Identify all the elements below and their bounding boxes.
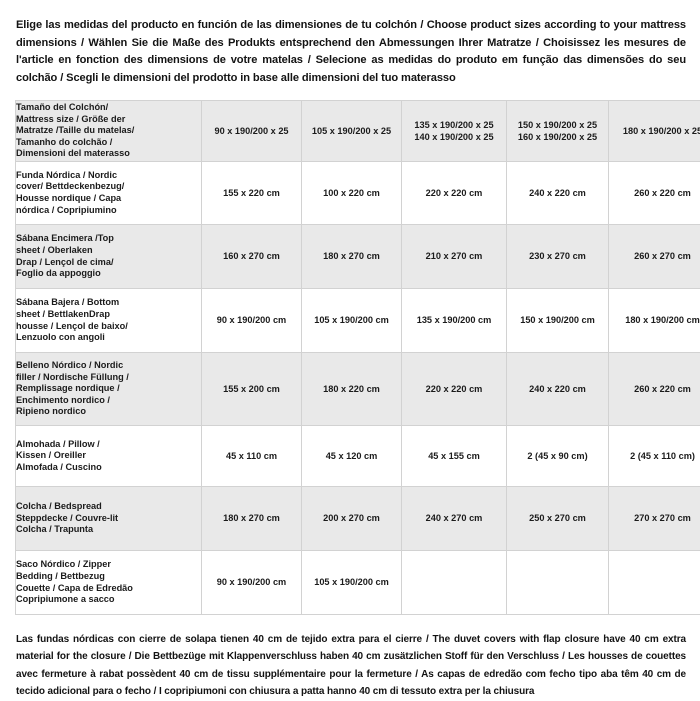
cell-bedspread-5: 270 x 270 cm (609, 487, 700, 551)
header-col-1: 90 x 190/200 x 25 (202, 101, 302, 162)
cell-pillow-2: 45 x 120 cm (302, 426, 402, 487)
cell-nordic-filler-4: 240 x 220 cm (507, 353, 609, 426)
table-row: Saco Nórdico / Zipper Bedding / Bettbezu… (16, 551, 700, 615)
header-label-cell: Tamaño del Colchón/ Mattress size / Größ… (16, 101, 202, 162)
cell-nordic-filler-3: 220 x 220 cm (402, 353, 507, 426)
cell-pillow-4: 2 (45 x 90 cm) (507, 426, 609, 487)
cell-top-sheet-5: 260 x 270 cm (609, 225, 700, 289)
cell-top-sheet-2: 180 x 270 cm (302, 225, 402, 289)
table-row: Almohada / Pillow / Kissen / Oreiller Al… (16, 426, 700, 487)
cell-top-sheet-1: 160 x 270 cm (202, 225, 302, 289)
table-row: Sábana Encimera /Top sheet / Oberlaken D… (16, 225, 700, 289)
row-label-zipper-bedding: Saco Nórdico / Zipper Bedding / Bettbezu… (16, 551, 202, 615)
row-label-nordic-filler: Belleno Nórdico / Nordic filler / Nordis… (16, 353, 202, 426)
cell-nordic-cover-4: 240 x 220 cm (507, 162, 609, 225)
cell-bedspread-2: 200 x 270 cm (302, 487, 402, 551)
row-label-bottom-sheet: Sábana Bajera / Bottom sheet / Bettlaken… (16, 289, 202, 353)
cell-nordic-cover-1: 155 x 220 cm (202, 162, 302, 225)
cell-zipper-bedding-2: 105 x 190/200 cm (302, 551, 402, 615)
cell-nordic-filler-1: 155 x 200 cm (202, 353, 302, 426)
cell-nordic-cover-2: 100 x 220 cm (302, 162, 402, 225)
cell-bedspread-3: 240 x 270 cm (402, 487, 507, 551)
cell-nordic-cover-5: 260 x 220 cm (609, 162, 700, 225)
header-col-5: 180 x 190/200 x 25 (609, 101, 700, 162)
header-col-3: 135 x 190/200 x 25 140 x 190/200 x 25 (402, 101, 507, 162)
cell-nordic-filler-5: 260 x 220 cm (609, 353, 700, 426)
cell-top-sheet-4: 230 x 270 cm (507, 225, 609, 289)
row-label-nordic-cover: Funda Nórdica / Nordic cover/ Bettdecken… (16, 162, 202, 225)
cell-bottom-sheet-2: 105 x 190/200 cm (302, 289, 402, 353)
cell-bottom-sheet-1: 90 x 190/200 cm (202, 289, 302, 353)
cell-bedspread-1: 180 x 270 cm (202, 487, 302, 551)
table-row: Funda Nórdica / Nordic cover/ Bettdecken… (16, 162, 700, 225)
row-label-bedspread: Colcha / Bedspread Steppdecke / Couvre-l… (16, 487, 202, 551)
cell-nordic-cover-3: 220 x 220 cm (402, 162, 507, 225)
cell-pillow-5: 2 (45 x 110 cm) (609, 426, 700, 487)
intro-paragraph: Elige las medidas del producto en funció… (16, 17, 686, 87)
table-row: Belleno Nórdico / Nordic filler / Nordis… (16, 353, 700, 426)
table-row: Colcha / Bedspread Steppdecke / Couvre-l… (16, 487, 700, 551)
cell-bottom-sheet-3: 135 x 190/200 cm (402, 289, 507, 353)
footnote-paragraph: Las fundas nórdicas con cierre de solapa… (16, 631, 686, 701)
header-col-2: 105 x 190/200 x 25 (302, 101, 402, 162)
cell-bottom-sheet-4: 150 x 190/200 cm (507, 289, 609, 353)
cell-top-sheet-3: 210 x 270 cm (402, 225, 507, 289)
cell-zipper-bedding-1: 90 x 190/200 cm (202, 551, 302, 615)
cell-nordic-filler-2: 180 x 220 cm (302, 353, 402, 426)
cell-pillow-1: 45 x 110 cm (202, 426, 302, 487)
header-col-4: 150 x 190/200 x 25 160 x 190/200 x 25 (507, 101, 609, 162)
row-label-pillow: Almohada / Pillow / Kissen / Oreiller Al… (16, 426, 202, 487)
cell-zipper-bedding-5 (609, 551, 700, 615)
mattress-size-table: Tamaño del Colchón/ Mattress size / Größ… (15, 100, 700, 615)
table-header-row: Tamaño del Colchón/ Mattress size / Größ… (16, 101, 700, 162)
cell-pillow-3: 45 x 155 cm (402, 426, 507, 487)
cell-bedspread-4: 250 x 270 cm (507, 487, 609, 551)
table-row: Sábana Bajera / Bottom sheet / Bettlaken… (16, 289, 700, 353)
cell-zipper-bedding-3 (402, 551, 507, 615)
cell-bottom-sheet-5: 180 x 190/200 cm (609, 289, 700, 353)
row-label-top-sheet: Sábana Encimera /Top sheet / Oberlaken D… (16, 225, 202, 289)
cell-zipper-bedding-4 (507, 551, 609, 615)
